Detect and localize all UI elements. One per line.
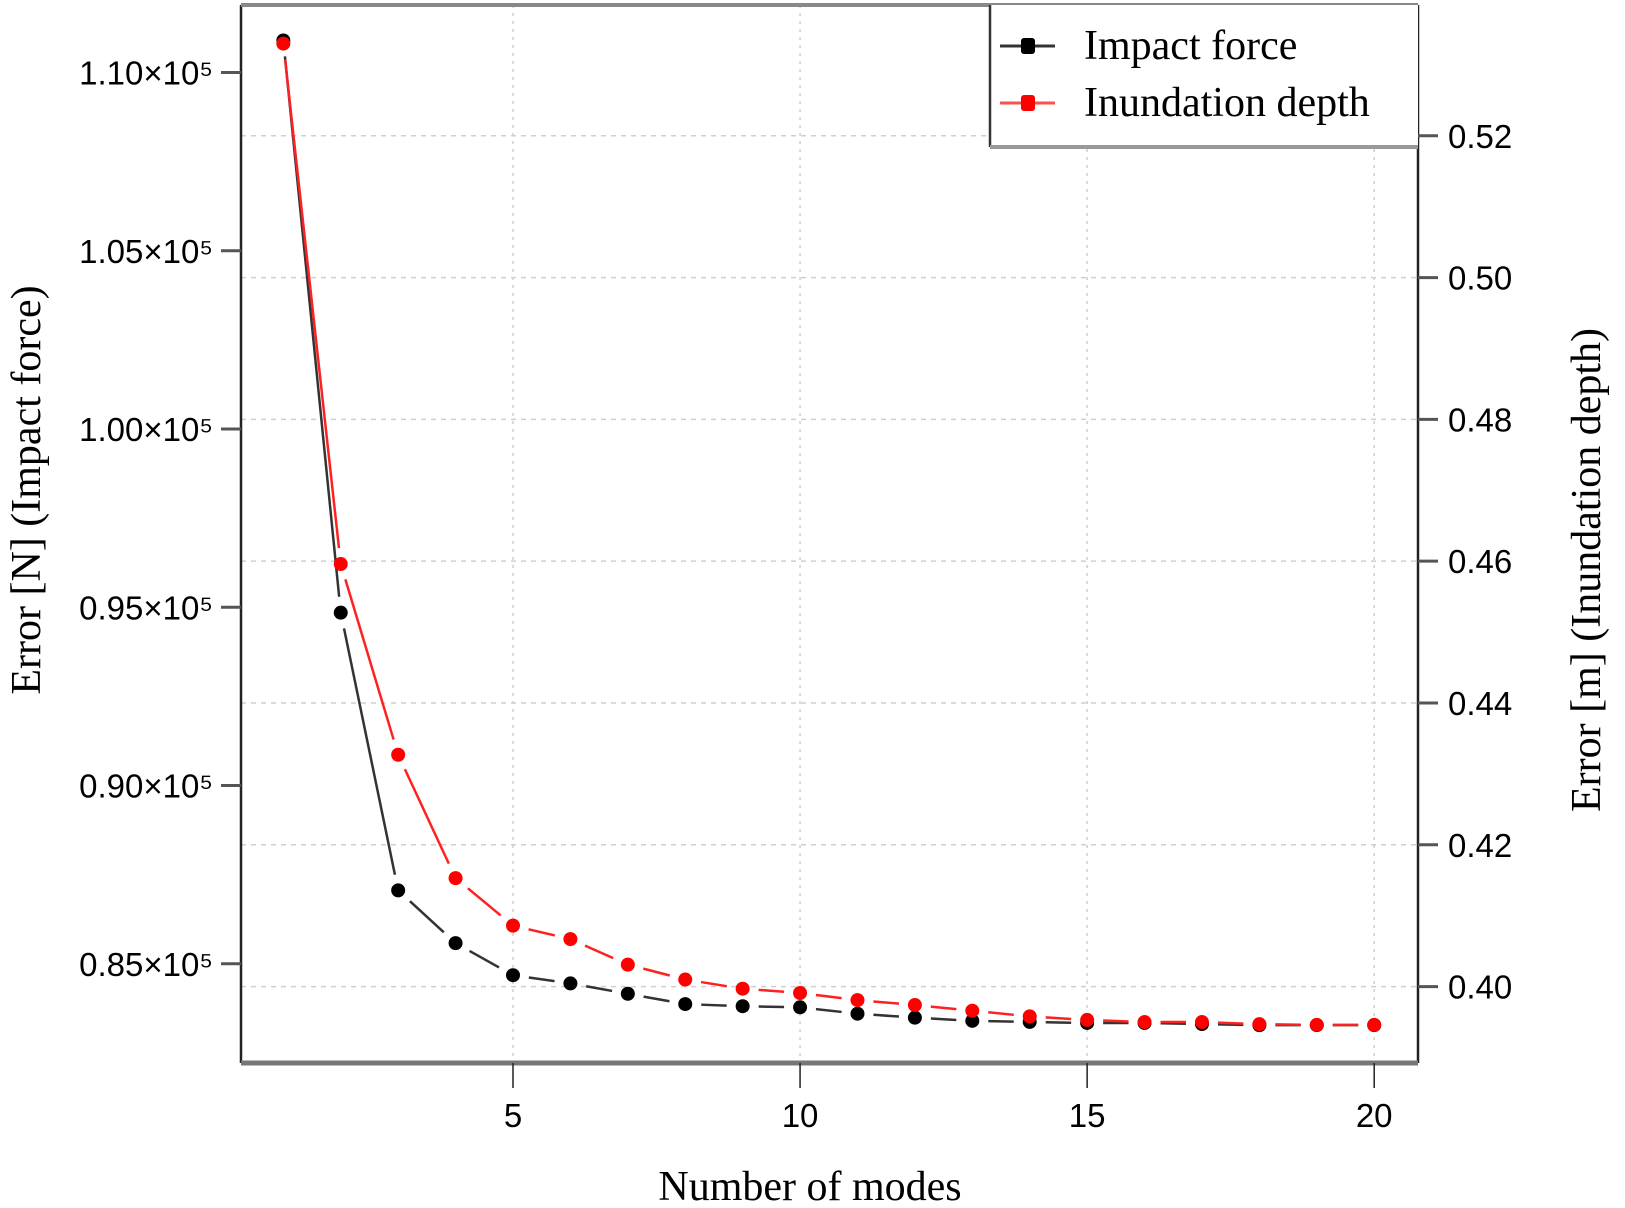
legend: Impact force Inundation depth <box>988 5 1418 149</box>
data-point <box>620 986 635 1001</box>
series-line-segment <box>528 976 555 983</box>
legend-label: Inundation depth <box>1084 80 1370 126</box>
y-tick-label-right: 0.40 <box>1448 969 1512 1006</box>
y-tick-label-right: 0.44 <box>1448 685 1512 722</box>
y-tick-label-left: 1.00×10⁵ <box>79 411 213 448</box>
plot-frame <box>239 3 1420 1066</box>
y-tick-label-right: 0.42 <box>1448 827 1512 864</box>
data-point <box>333 605 348 620</box>
series-line-segment <box>930 1005 957 1011</box>
data-point <box>391 747 406 762</box>
y-tick-label-right: 0.52 <box>1448 118 1512 155</box>
data-point <box>965 1003 980 1018</box>
x-axis: 5 10 15 20 <box>504 1063 1393 1134</box>
series-line-segment <box>700 980 728 988</box>
data-point <box>448 871 463 886</box>
x-tick-label: 5 <box>504 1097 522 1134</box>
data-point <box>907 1010 922 1025</box>
series-group <box>276 33 1382 1033</box>
x-axis-title: Number of modes <box>658 1164 961 1208</box>
y-tick-label-right: 0.50 <box>1448 260 1512 297</box>
legend-label: Impact force <box>1084 23 1297 69</box>
legend-box <box>990 5 1418 147</box>
series-line-segment <box>815 993 842 1000</box>
y-tick-label-left: 1.05×10⁵ <box>79 233 213 270</box>
data-point <box>793 985 808 1000</box>
data-point <box>1137 1015 1152 1030</box>
legend-marker <box>1021 38 1035 54</box>
series-line-segment <box>409 900 445 934</box>
data-point <box>333 557 348 572</box>
y-axis-left: 0.85×10⁵ 0.90×10⁵ 0.95×10⁵ 1.00×10⁵ 1.05×10⁵… <box>79 55 241 983</box>
data-point <box>1194 1015 1209 1030</box>
series-line-segment <box>642 967 671 977</box>
x-tick-label: 20 <box>1356 1097 1393 1134</box>
data-point <box>505 968 520 983</box>
series-line-segment <box>1045 1016 1072 1021</box>
data-point <box>1022 1009 1037 1024</box>
data-point <box>907 998 922 1013</box>
series-line-segment <box>1103 1019 1129 1023</box>
series-line-segment <box>584 944 614 960</box>
series-impact-force <box>276 33 1382 1033</box>
data-point <box>620 957 635 972</box>
y-tick-label-right: 0.46 <box>1448 543 1512 580</box>
data-point <box>563 976 578 991</box>
series-line-segment <box>930 1017 957 1022</box>
y-axis-right-title: Error [m] (Inundation depth) <box>1564 328 1610 812</box>
series-line-segment <box>342 628 397 875</box>
series-line-segment <box>701 1003 727 1007</box>
series-line-segment <box>815 1007 842 1014</box>
x-tick-label: 10 <box>782 1097 819 1134</box>
data-point <box>735 981 750 996</box>
series-line-segment <box>988 1011 1014 1017</box>
y-tick-label-left: 0.95×10⁵ <box>79 589 213 626</box>
y-tick-label-left: 1.10×10⁵ <box>79 55 213 92</box>
series-line-segment <box>873 1013 900 1018</box>
data-point <box>850 993 865 1008</box>
x-tick-label: 15 <box>1069 1097 1106 1134</box>
data-point <box>850 1006 865 1021</box>
series-line-segment <box>1217 1021 1244 1025</box>
series-line-segment <box>283 59 341 549</box>
data-point <box>678 972 693 987</box>
y-axis-right: 0.40 0.42 0.44 0.46 0.48 0.50 0.52 <box>1418 118 1512 1006</box>
data-point <box>1367 1017 1382 1032</box>
y-tick-label-left: 0.85×10⁵ <box>79 946 213 983</box>
data-point <box>505 918 520 933</box>
legend-marker <box>1021 95 1035 111</box>
series-line-segment <box>528 928 556 937</box>
data-point <box>678 997 693 1012</box>
data-point <box>448 936 463 951</box>
data-point <box>1309 1017 1324 1032</box>
data-point <box>793 1000 808 1015</box>
grid <box>241 5 1418 1063</box>
series-line-segment <box>585 985 613 993</box>
data-point <box>391 883 406 898</box>
series-line-segment <box>467 887 502 917</box>
series-line-segment <box>643 995 670 1003</box>
series-line-segment <box>758 988 785 994</box>
data-point <box>563 932 578 947</box>
series-line-segment <box>873 1000 900 1005</box>
data-point <box>1252 1017 1267 1032</box>
series-line-segment <box>344 578 395 740</box>
data-point <box>735 999 750 1014</box>
y-axis-left-title: Error [N] (Impact force) <box>4 285 50 694</box>
series-inundation-depth <box>276 36 1382 1032</box>
y-tick-label-left: 0.90×10⁵ <box>79 768 213 805</box>
series-line-segment <box>403 768 450 865</box>
data-point <box>1080 1012 1095 1027</box>
series-line-segment <box>468 949 500 969</box>
y-tick-label-right: 0.48 <box>1448 401 1512 438</box>
data-point <box>276 36 291 51</box>
data-point <box>965 1013 980 1028</box>
